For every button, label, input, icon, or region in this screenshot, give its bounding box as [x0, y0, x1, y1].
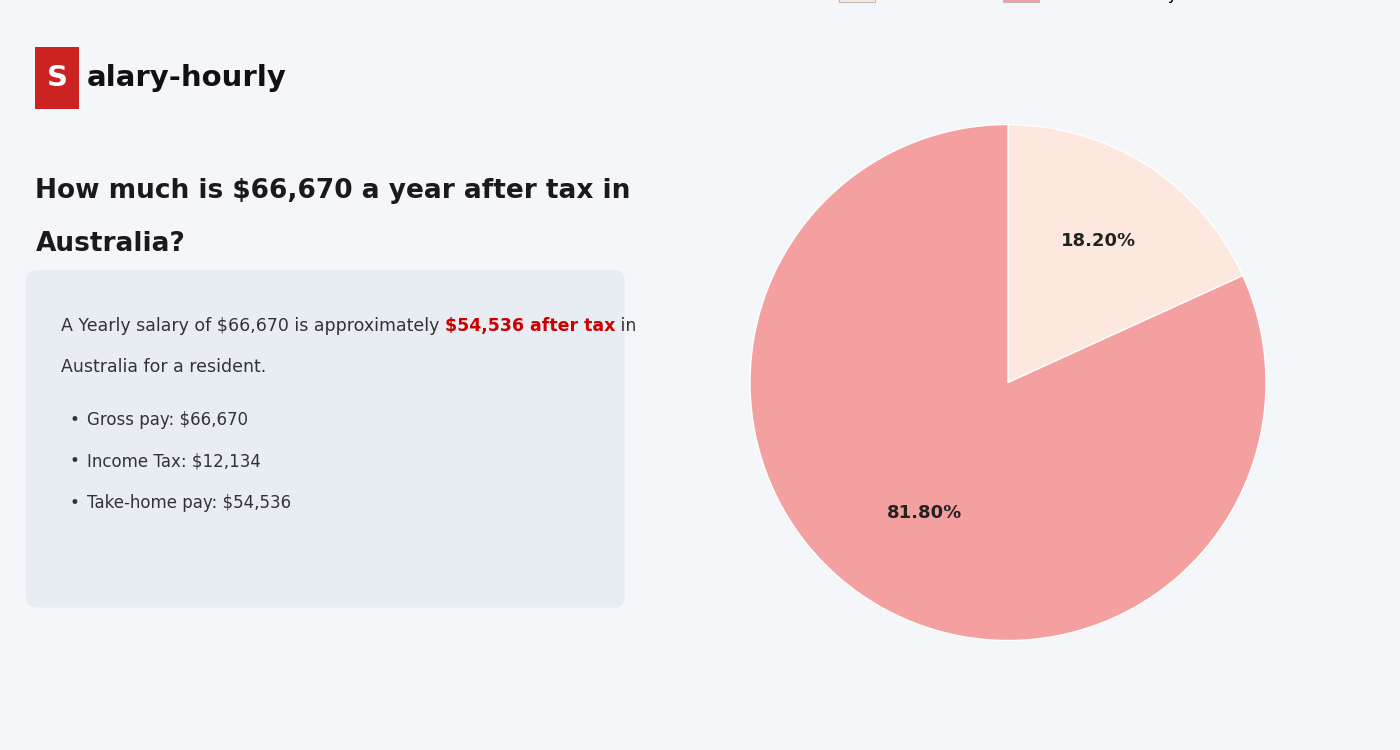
FancyBboxPatch shape	[25, 270, 624, 608]
Text: $54,536 after tax: $54,536 after tax	[445, 317, 616, 335]
Text: Income Tax: $12,134: Income Tax: $12,134	[87, 452, 260, 470]
Wedge shape	[1008, 124, 1243, 382]
Text: •: •	[69, 452, 78, 470]
Text: •: •	[69, 411, 78, 429]
Text: Gross pay: $66,670: Gross pay: $66,670	[87, 411, 248, 429]
Text: Australia?: Australia?	[35, 231, 185, 256]
Text: Take-home pay: $54,536: Take-home pay: $54,536	[87, 494, 291, 512]
Text: S: S	[46, 64, 67, 92]
Wedge shape	[750, 124, 1266, 640]
Text: in: in	[616, 317, 637, 335]
Text: 18.20%: 18.20%	[1061, 232, 1137, 250]
Legend: Income Tax, Take-home Pay: Income Tax, Take-home Pay	[832, 0, 1184, 10]
Text: A Yearly salary of $66,670 is approximately: A Yearly salary of $66,670 is approximat…	[62, 317, 445, 335]
Text: •: •	[69, 494, 78, 512]
Text: alary-hourly: alary-hourly	[87, 64, 287, 92]
Text: Australia for a resident.: Australia for a resident.	[62, 358, 266, 376]
FancyBboxPatch shape	[35, 47, 80, 109]
Text: How much is $66,670 a year after tax in: How much is $66,670 a year after tax in	[35, 178, 631, 204]
Text: 81.80%: 81.80%	[886, 504, 962, 522]
